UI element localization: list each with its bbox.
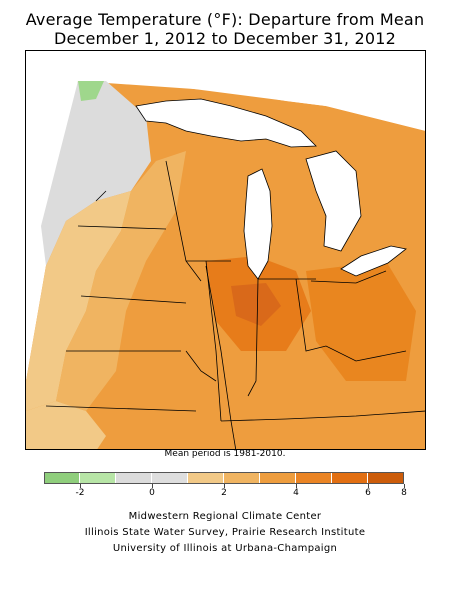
legend-swatch [224,472,260,484]
legend-tick-label: 8 [401,488,407,498]
legend-tick [79,484,81,488]
legend-swatch [260,472,296,484]
credit-line-3: University of Illinois at Urbana-Champai… [112,543,338,554]
below-normal-zone [78,81,104,101]
near-normal-zone [41,81,151,266]
lake-michigan [243,168,273,280]
legend-tick-label: 6 [365,488,371,498]
lake-huron [305,150,362,252]
legend-tick [151,484,153,488]
credit-line-1: Midwestern Regional Climate Center [128,511,322,522]
legend-tick-label: 4 [293,488,299,498]
legend-tick [223,484,225,488]
map-title-line-1: Average Temperature (°F): Departure from… [25,10,425,29]
river-line [205,265,237,449]
map-canvas [26,51,425,449]
credit-line-2: Illinois State Water Survey, Prairie Res… [84,527,366,538]
legend-swatch [80,472,116,484]
lake-erie [340,245,407,277]
legend-tick [403,484,405,488]
moderate-anomaly-zone [56,151,186,411]
state-boundaries [45,160,425,422]
canada-area [146,51,425,131]
light-anomaly-zone-west [26,191,131,411]
temperature-departure-map [25,50,426,450]
light-anomaly-zone-south [26,401,106,449]
warmest-anomaly-core [231,283,281,326]
legend-swatch [296,472,332,484]
legend-tick [367,484,369,488]
lake-superior [135,98,317,148]
color-legend [44,472,404,484]
legend-swatch [152,472,188,484]
legend-tick-label: -2 [75,488,85,498]
legend-tick-label: 0 [149,488,155,498]
legend-swatch [188,472,224,484]
legend-tick-label: 2 [221,488,227,498]
legend-tick [295,484,297,488]
legend-outline [44,472,404,484]
legend-swatch [332,472,368,484]
mean-period-note: Mean period is 1981-2010. [164,449,286,459]
map-title-line-2: December 1, 2012 to December 31, 2012 [53,29,397,48]
legend-swatch [116,472,152,484]
legend-swatch [44,472,80,484]
east-anomaly-zone [306,261,416,381]
